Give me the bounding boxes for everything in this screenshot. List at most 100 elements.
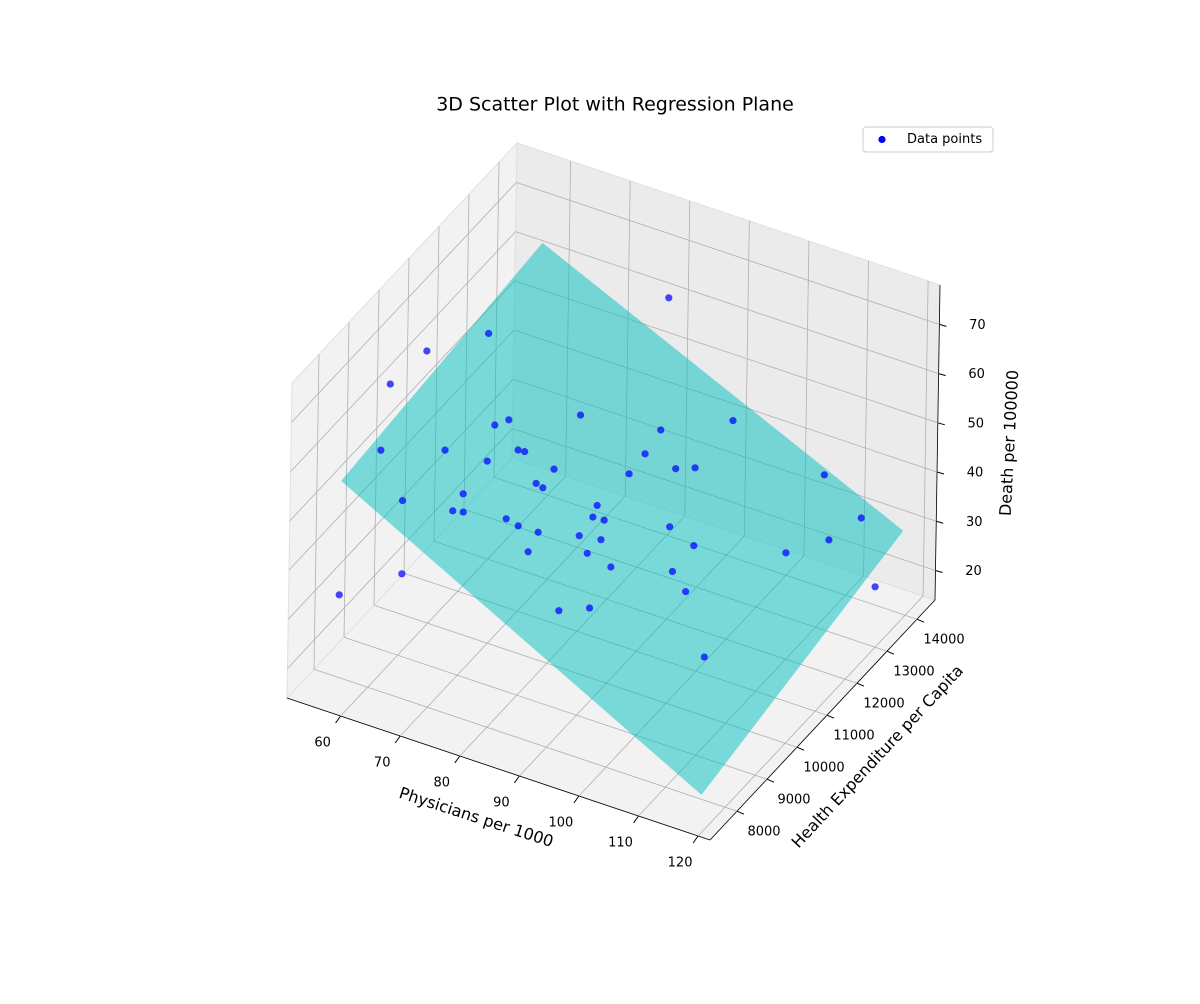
grid-line: [313, 354, 320, 670]
data-point: [691, 464, 699, 472]
data-point: [682, 588, 690, 596]
y-tick-label: 13000: [893, 665, 934, 680]
data-point: [641, 450, 649, 458]
y-tick-label: 10000: [803, 761, 844, 776]
data-point: [585, 604, 594, 612]
data-point: [690, 542, 698, 550]
tick-mark: [856, 682, 865, 687]
tick-mark: [938, 373, 946, 377]
grid-line: [516, 181, 940, 325]
tick-mark: [886, 650, 895, 655]
data-point: [514, 522, 522, 530]
data-point: [668, 567, 677, 576]
data-point: [386, 380, 394, 388]
data-point: [398, 570, 406, 578]
grid-line: [290, 231, 516, 472]
data-point: [377, 446, 385, 454]
z-tick-label: 20: [965, 564, 982, 579]
data-point: [665, 294, 673, 302]
data-point: [398, 496, 407, 505]
x-tick-label: 80: [434, 776, 451, 791]
x-axis-line: [286, 697, 711, 841]
data-point: [514, 446, 522, 454]
data-point: [485, 329, 493, 338]
y-tick-label: 12000: [863, 697, 904, 712]
data-point: [555, 607, 563, 615]
data-point: [871, 583, 879, 591]
tick-mark: [633, 815, 639, 824]
z-tick-label: 30: [966, 515, 983, 530]
data-point: [729, 417, 737, 425]
data-point: [825, 536, 833, 544]
data-point: [505, 416, 513, 424]
x-tick-label: 110: [608, 836, 633, 851]
y-tick-label: 9000: [777, 793, 810, 808]
tick-mark: [335, 715, 342, 724]
grid-line: [313, 668, 738, 812]
regression-plane: [341, 242, 904, 795]
tick-mark: [935, 569, 943, 573]
x-tick-label: 70: [374, 756, 391, 771]
data-point: [672, 465, 680, 473]
data-point: [491, 421, 499, 429]
legend: Data points: [862, 126, 994, 153]
data-point: [597, 536, 605, 544]
z-tick-label: 50: [968, 416, 985, 431]
tick-mark: [796, 746, 805, 751]
y-axis-line: [709, 599, 936, 841]
data-point: [483, 457, 491, 465]
data-point: [782, 549, 790, 557]
data-point: [335, 591, 343, 599]
data-point: [449, 507, 457, 515]
marks: [335, 242, 904, 795]
data-point: [459, 508, 467, 516]
data-point: [820, 471, 828, 479]
data-point: [625, 470, 633, 478]
tick-mark: [936, 471, 945, 475]
data-point: [521, 448, 529, 456]
data-point: [524, 548, 532, 556]
tick-mark: [936, 520, 944, 524]
z-tick-label: 60: [968, 367, 985, 382]
data-point: [700, 653, 708, 661]
data-point: [657, 426, 665, 434]
tick-mark: [454, 755, 461, 764]
tick-mark: [394, 735, 401, 744]
x-axis-label: Physicians per 1000: [397, 783, 556, 851]
tick-mark: [937, 422, 945, 426]
data-point: [550, 465, 558, 473]
tick-mark: [736, 810, 745, 815]
z-axis-line: [934, 284, 941, 601]
z-axis-label: Death per 100000: [996, 369, 1023, 516]
tick-mark: [916, 618, 925, 623]
data-point: [589, 513, 597, 521]
tick-mark: [513, 775, 520, 784]
tick-mark: [766, 778, 775, 783]
data-point: [593, 501, 601, 510]
y-tick-label: 8000: [747, 825, 780, 840]
data-point: [534, 528, 542, 536]
data-point: [666, 523, 674, 531]
data-point: [600, 516, 608, 524]
grid-line: [291, 182, 517, 423]
data-point: [857, 514, 865, 522]
tick-mark: [573, 795, 580, 804]
legend-marker: [878, 135, 886, 144]
x-tick-label: 90: [493, 796, 510, 811]
data-point: [441, 446, 449, 454]
data-point: [575, 532, 583, 540]
data-point: [532, 479, 540, 487]
grid-line: [922, 280, 929, 597]
x-tick-label: 100: [549, 816, 574, 831]
legend-label: Data points: [907, 132, 982, 147]
y-tick-label: 11000: [833, 729, 874, 744]
z-tick-label: 40: [967, 466, 984, 481]
tick-mark: [826, 714, 835, 719]
data-point: [583, 549, 591, 557]
x-tick-label: 60: [314, 736, 331, 751]
grid-line: [697, 595, 924, 837]
data-point: [459, 490, 467, 498]
data-point: [502, 515, 510, 523]
tick-mark: [692, 835, 699, 844]
data-point: [607, 563, 615, 571]
